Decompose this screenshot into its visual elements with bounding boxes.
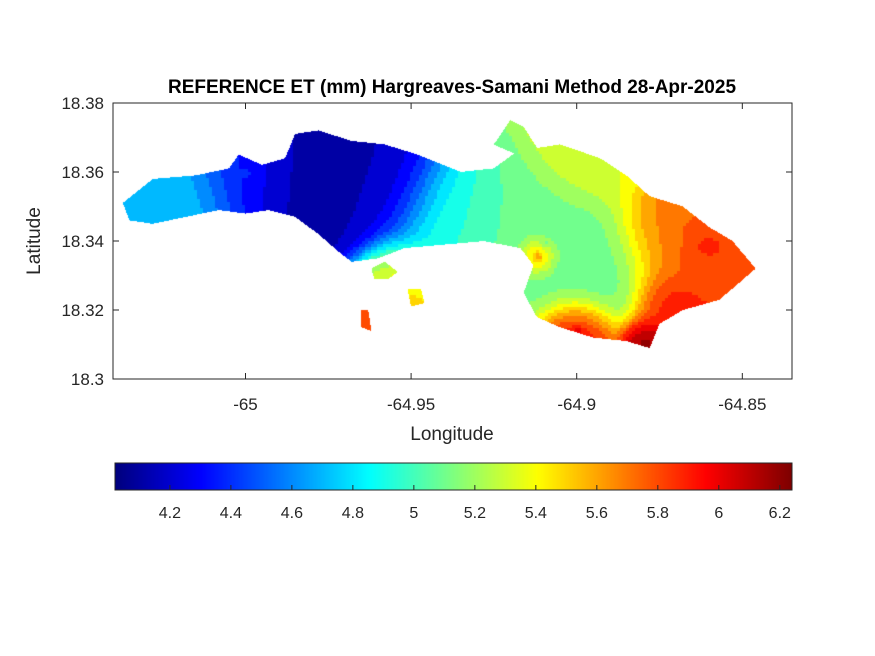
x-axis: -65 -64.95 -64.9 -64.85: [233, 103, 766, 414]
colorbar-tick-label: 4.6: [281, 505, 303, 522]
y-tick-label: 18.32: [61, 301, 104, 320]
colorbar-tick-label: 5.6: [586, 505, 608, 522]
colorbar-tick-label: 4.4: [220, 505, 242, 522]
colorbar-tick-label: 5.2: [464, 505, 486, 522]
x-tick-label: -64.95: [387, 395, 435, 414]
chart-title: REFERENCE ET (mm) Hargreaves-Samani Meth…: [168, 77, 736, 98]
y-tick-label: 18.34: [61, 232, 104, 251]
x-tick-label: -65: [233, 395, 258, 414]
y-tick-label: 18.36: [61, 163, 104, 182]
colorbar-frame: [114, 462, 793, 491]
y-axis: 18.3 18.32 18.34 18.36 18.38: [61, 94, 792, 389]
colorbar-tick-label: 5.4: [525, 505, 547, 522]
x-axis-label: Longitude: [410, 424, 493, 445]
colorbar-tick-label: 6.2: [769, 505, 791, 522]
x-tick-label: -64.9: [557, 395, 596, 414]
y-tick-label: 18.3: [71, 370, 104, 389]
y-axis-label: Latitude: [24, 207, 45, 275]
x-tick-label: -64.85: [718, 395, 766, 414]
y-tick-label: 18.38: [61, 94, 104, 113]
colorbar-tick-label: 5: [409, 505, 418, 522]
colorbar-tick-label: 5.8: [647, 505, 669, 522]
colorbar-tick-label: 6: [714, 505, 723, 522]
colorbar-gradient: [115, 463, 792, 490]
colorbar-tick-label: 4.8: [342, 505, 364, 522]
colorbar-ticks: 4.2 4.4 4.6 4.8 5 5.2 5.4 5.6 5.8 6 6.2: [159, 485, 791, 522]
colorbar-tick-label: 4.2: [159, 505, 181, 522]
et-field-raster: [113, 103, 792, 379]
